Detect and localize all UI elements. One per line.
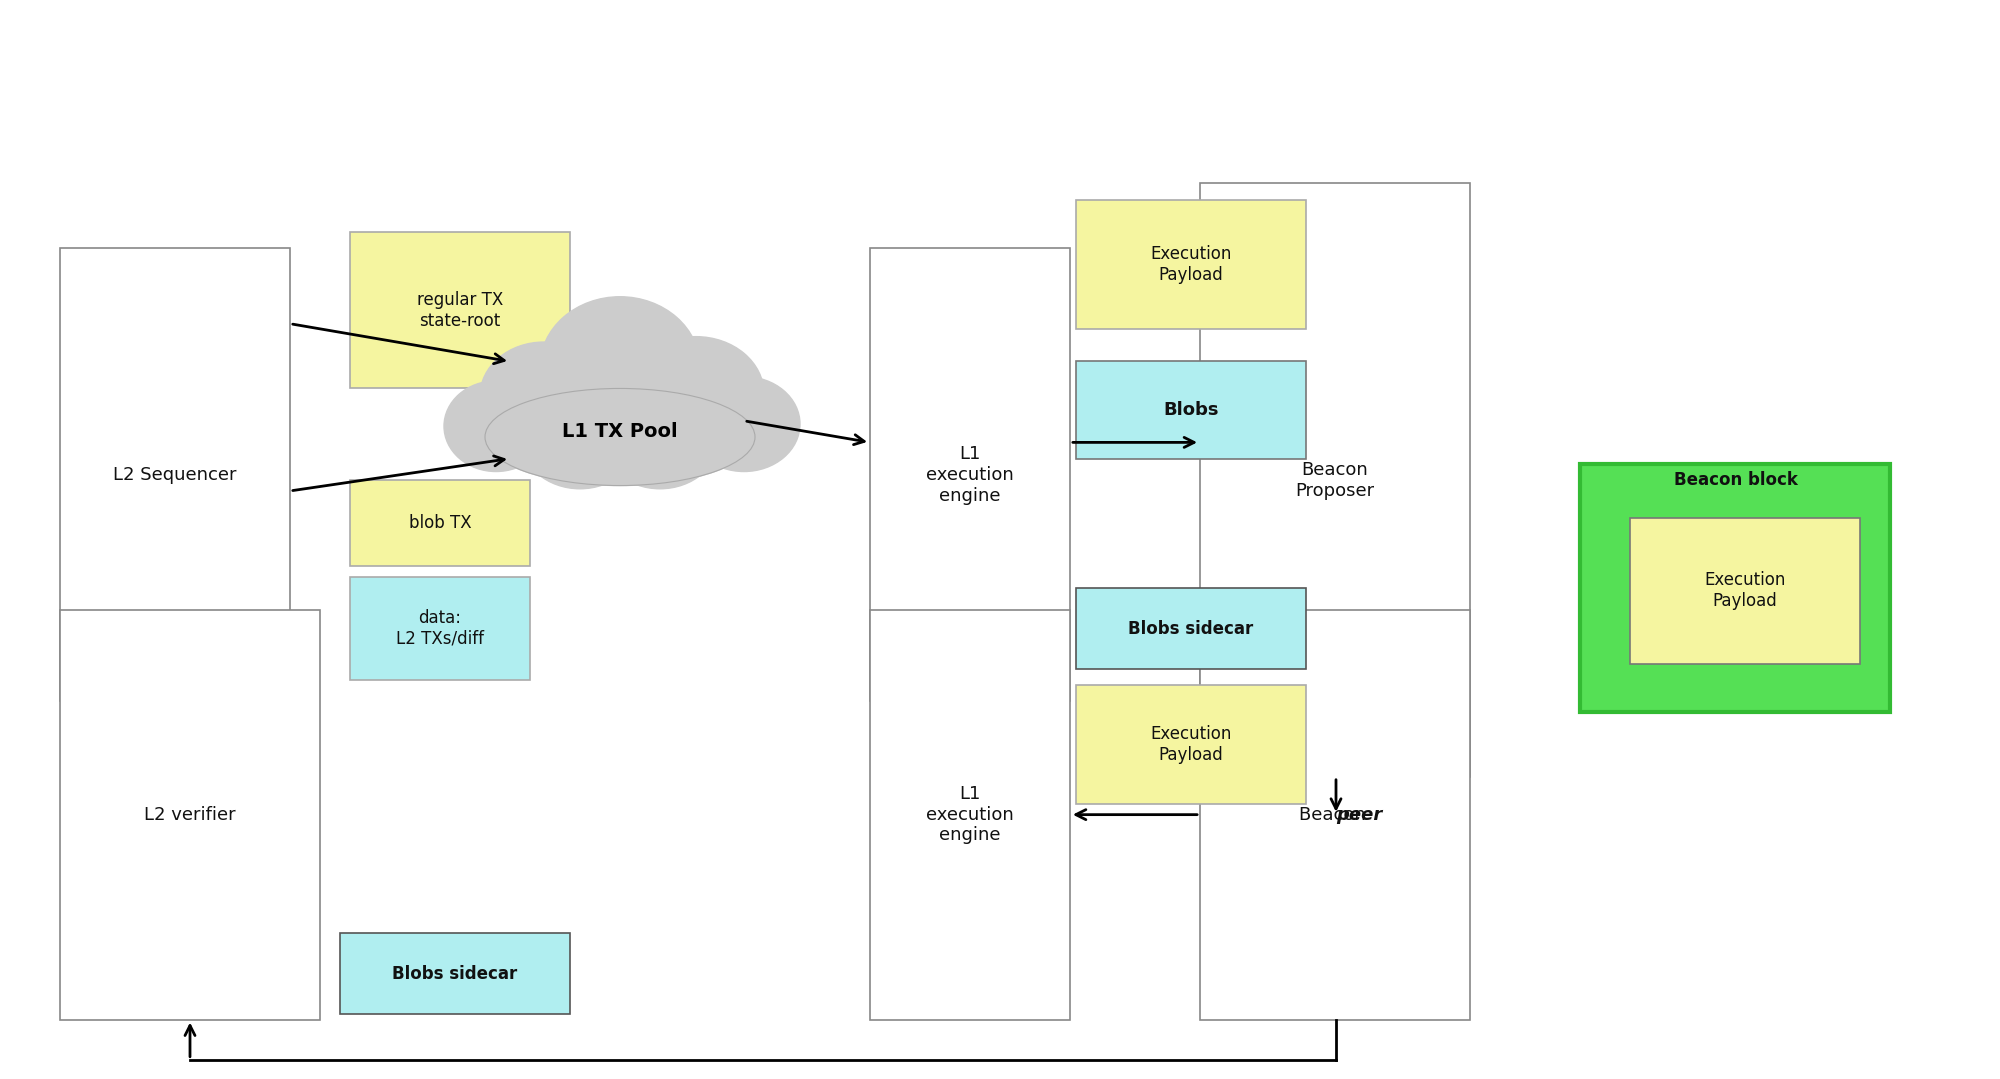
Text: regular TX
state-root: regular TX state-root: [416, 291, 504, 329]
FancyBboxPatch shape: [1200, 183, 1470, 777]
Ellipse shape: [444, 381, 548, 472]
Ellipse shape: [480, 342, 608, 450]
FancyBboxPatch shape: [1630, 518, 1860, 664]
Text: Beacon
Proposer: Beacon Proposer: [1296, 461, 1374, 500]
FancyBboxPatch shape: [350, 480, 530, 566]
Ellipse shape: [484, 388, 756, 486]
Ellipse shape: [520, 385, 640, 489]
Ellipse shape: [688, 377, 800, 472]
FancyBboxPatch shape: [1076, 200, 1306, 329]
Text: peer: peer: [1336, 806, 1382, 823]
FancyBboxPatch shape: [1076, 685, 1306, 804]
Ellipse shape: [600, 385, 720, 489]
Text: L1
execution
engine: L1 execution engine: [926, 784, 1014, 845]
FancyBboxPatch shape: [870, 248, 1070, 701]
FancyBboxPatch shape: [350, 577, 530, 680]
Text: Execution
Payload: Execution Payload: [1150, 245, 1232, 284]
FancyBboxPatch shape: [350, 232, 570, 388]
Text: Blobs sidecar: Blobs sidecar: [392, 965, 518, 983]
FancyBboxPatch shape: [870, 610, 1070, 1020]
Text: blob TX: blob TX: [408, 515, 472, 532]
FancyBboxPatch shape: [1580, 464, 1890, 712]
FancyBboxPatch shape: [1200, 610, 1470, 1020]
Text: Blobs: Blobs: [1164, 401, 1218, 419]
FancyBboxPatch shape: [1076, 361, 1306, 459]
Text: data:
L2 TXs/diff: data: L2 TXs/diff: [396, 610, 484, 647]
Text: Beacon: Beacon: [1298, 806, 1372, 823]
Text: L2 verifier: L2 verifier: [144, 806, 236, 823]
FancyBboxPatch shape: [340, 933, 570, 1014]
Text: L1
execution
engine: L1 execution engine: [926, 445, 1014, 505]
Text: L2 Sequencer: L2 Sequencer: [114, 466, 236, 483]
FancyBboxPatch shape: [60, 248, 290, 701]
Text: Blobs sidecar: Blobs sidecar: [1128, 619, 1254, 638]
Text: Beacon block: Beacon block: [1674, 472, 1798, 489]
FancyBboxPatch shape: [60, 610, 320, 1020]
Text: Execution
Payload: Execution Payload: [1150, 725, 1232, 764]
Text: L1 TX Pool: L1 TX Pool: [562, 422, 678, 441]
Text: Execution
Payload: Execution Payload: [1704, 572, 1786, 610]
Ellipse shape: [628, 337, 764, 451]
FancyBboxPatch shape: [1076, 588, 1306, 669]
Ellipse shape: [540, 297, 700, 437]
